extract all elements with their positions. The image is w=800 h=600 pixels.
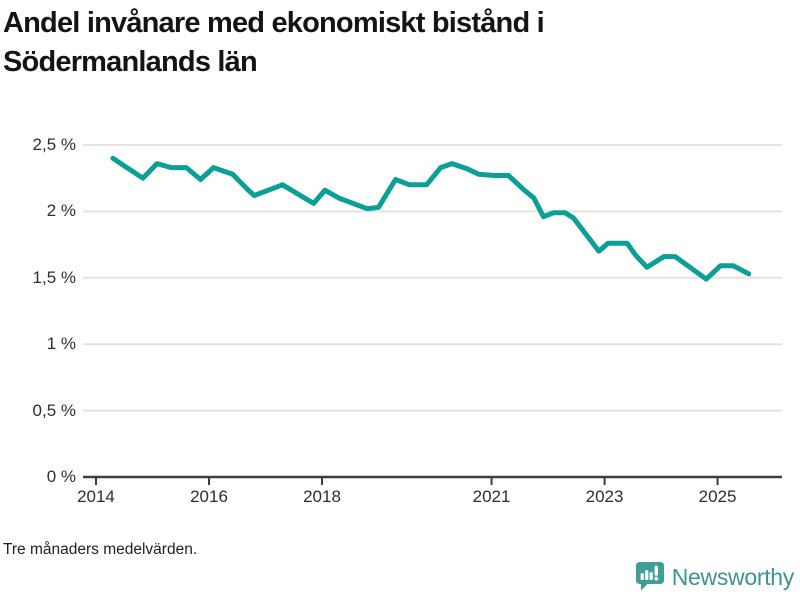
- title-line-1: Andel invånare med ekonomiskt bistånd i: [3, 7, 545, 39]
- y-tick-label: 0 %: [46, 467, 76, 486]
- x-tick-label: 2016: [190, 487, 228, 506]
- y-tick-label: 1 %: [46, 334, 76, 354]
- newsworthy-speech-bubble-bar-chart-icon: [635, 562, 664, 591]
- y-tick-label: 2,5 %: [32, 135, 76, 154]
- newsworthy-wordmark: Newsworthy: [671, 563, 795, 590]
- x-tick-label: 2021: [472, 487, 511, 506]
- x-tick-label: 2014: [77, 487, 115, 506]
- newsworthy-logo: Newsworthy: [635, 561, 794, 593]
- y-tick-label: 1,5 %: [32, 267, 76, 287]
- x-tick-label: 2018: [303, 487, 341, 506]
- y-tick-label: 2 %: [46, 201, 76, 221]
- title-line-2: Södermanlands län: [3, 46, 258, 78]
- page-title: Andel invånare med ekonomiskt bistånd i …: [3, 4, 773, 82]
- y-tick-label: 0,5 %: [32, 400, 76, 420]
- x-tick-label: 2023: [585, 487, 624, 506]
- chart-footnote: Tre månaders medelvärden.: [3, 541, 198, 558]
- x-tick-label: 2025: [698, 487, 737, 506]
